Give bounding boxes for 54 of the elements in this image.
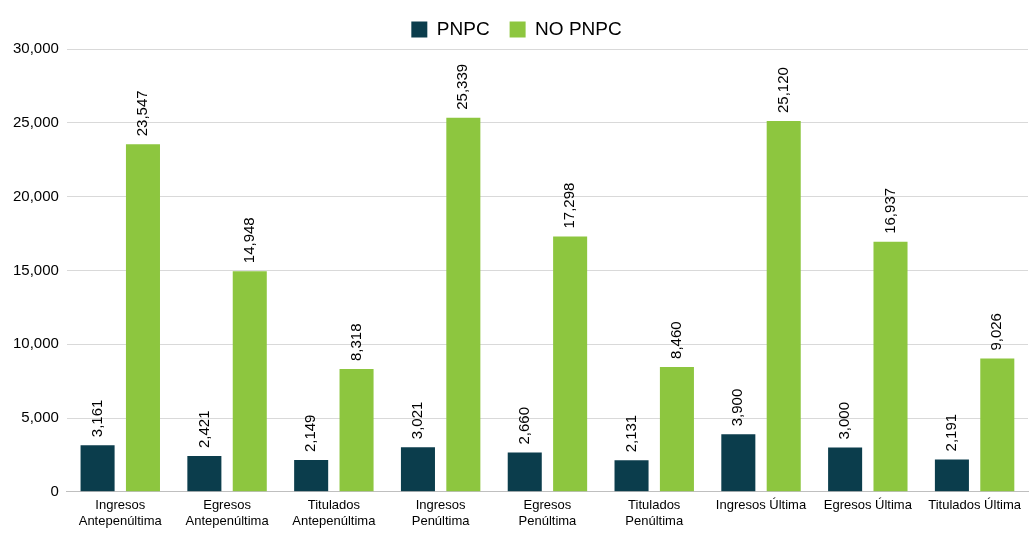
x-tick-label: Egresos Última [823,497,913,513]
bar [80,445,115,492]
data-label: 3,021 [408,401,426,440]
data-label: 8,460 [667,321,685,359]
data-label: 2,149 [301,414,319,453]
x-tick-label: Egresos Antepenúltima [185,497,270,528]
data-label: 9,026 [987,313,1005,351]
y-tick-label: 30,000 [12,39,59,57]
bar [446,117,481,492]
bar [614,460,649,492]
legend-label: PNPC [436,17,490,39]
bar [980,358,1015,492]
bar [553,236,588,492]
bar [400,447,435,492]
data-label: 2,191 [942,413,960,452]
bar [766,121,801,492]
x-tick-label: Titulados Antepenúltima [292,497,377,528]
x-tick-label: Titulados Penúltima [625,497,684,528]
data-label: 3,161 [87,399,105,438]
data-label: 25,339 [453,63,471,110]
bar [187,456,222,492]
bar [934,459,969,492]
legend-label: NO PNPC [535,17,622,39]
x-tick-label: Ingresos Última [715,497,807,513]
y-tick-label: 20,000 [12,186,59,204]
data-label: 17,298 [560,182,578,229]
y-tick-label: 0 [50,481,59,499]
x-tick-label: Egresos Penúltima [518,497,578,528]
x-tick-label: Titulados Última [928,497,1022,513]
bar [507,452,542,492]
data-label: 25,120 [773,67,791,114]
data-label: 14,948 [239,217,257,264]
bar [659,366,694,492]
y-tick-label: 5,000 [21,408,59,426]
bar [232,271,267,492]
bar [294,460,329,492]
y-tick-label: 10,000 [12,334,59,352]
data-label: 23,547 [133,90,151,137]
x-tick-label: Ingresos Penúltima [411,497,471,528]
bar [721,434,756,492]
y-tick-label: 25,000 [12,112,59,130]
x-tick-label: Ingresos Antepenúltima [78,497,163,528]
data-label: 8,318 [346,323,364,362]
bar [828,447,863,492]
bar [873,241,908,492]
data-label: 3,900 [728,388,746,427]
bar [339,369,374,492]
data-label: 3,000 [835,401,853,440]
data-label: 2,131 [621,414,639,453]
y-tick-label: 15,000 [12,260,59,278]
data-label: 2,421 [194,410,212,449]
data-label: 16,937 [880,187,898,234]
bar [125,144,160,492]
data-label: 2,660 [514,406,532,445]
